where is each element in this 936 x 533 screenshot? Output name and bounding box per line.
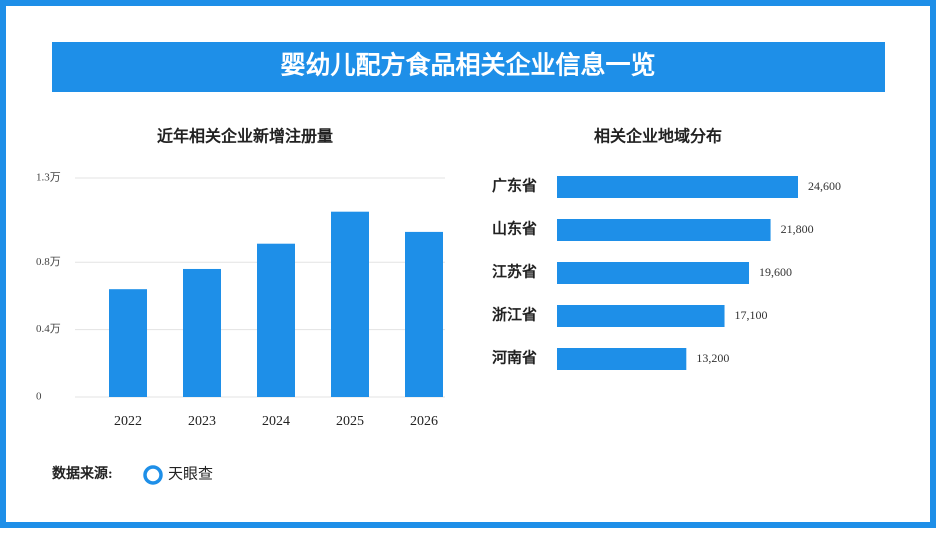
category-label: 山东省 <box>492 219 537 237</box>
category-label: 河南省 <box>492 348 537 366</box>
source-name: 天眼查 <box>168 465 213 482</box>
x-tick-label: 2025 <box>336 414 364 429</box>
value-label: 24,600 <box>808 179 841 193</box>
y-tick-label: 0 <box>36 391 42 403</box>
bar <box>109 289 147 397</box>
category-label: 江苏省 <box>492 262 537 280</box>
bar <box>557 176 798 198</box>
y-tick-label: 0.4万 <box>36 323 61 335</box>
bar <box>257 243 295 397</box>
x-tick-label: 2026 <box>410 414 438 429</box>
category-label: 浙江省 <box>492 305 537 323</box>
bar <box>557 305 725 327</box>
x-tick-label: 2023 <box>188 414 216 429</box>
value-label: 17,100 <box>735 308 768 322</box>
y-tick-label: 0.8万 <box>36 256 61 268</box>
value-label: 21,800 <box>781 222 814 236</box>
banner <box>52 42 885 92</box>
chart-title: 相关企业地域分布 <box>594 127 722 146</box>
x-tick-label: 2022 <box>114 414 142 429</box>
page-title: 婴幼儿配方食品相关企业信息一览 <box>280 51 655 80</box>
bar <box>557 262 750 284</box>
source-logo <box>143 465 163 485</box>
chart-title: 近年相关企业新增注册量 <box>157 127 333 146</box>
y-tick-label: 1.3万 <box>36 172 61 184</box>
bar <box>557 219 771 241</box>
bar <box>557 348 687 370</box>
category-label: 广东省 <box>492 176 537 194</box>
bar <box>183 268 221 397</box>
value-label: 19,600 <box>759 265 792 279</box>
bar <box>405 231 443 397</box>
value-label: 13,200 <box>696 351 729 365</box>
x-tick-label: 2024 <box>262 414 290 429</box>
bar <box>331 211 369 397</box>
source-label: 数据来源: <box>52 465 113 482</box>
